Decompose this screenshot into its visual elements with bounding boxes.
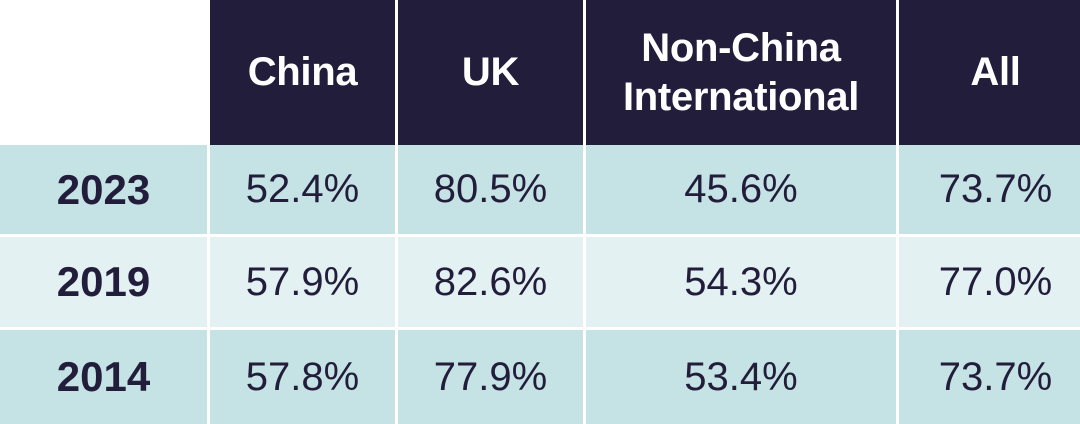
cell-2023-china: 52.4%	[210, 145, 395, 237]
column-header-non-china-international: Non-China International	[586, 0, 896, 145]
cell-2014-china: 57.8%	[210, 330, 395, 424]
column-header-label: UK	[461, 50, 520, 95]
row-label-2019: 2019	[0, 237, 207, 330]
cell-2014-uk: 77.9%	[398, 330, 583, 424]
column-header-uk: UK	[398, 0, 583, 145]
cell-2023-all: 73.7%	[899, 145, 1080, 237]
column-header-line-1: Non-China	[641, 25, 841, 70]
cell-2014-non-china-international: 53.4%	[586, 330, 896, 424]
cell-2019-non-china-international: 54.3%	[586, 237, 896, 330]
column-header-label: Non-China International	[623, 24, 859, 122]
column-header-label: China	[247, 50, 358, 95]
cell-2019-china: 57.9%	[210, 237, 395, 330]
row-label-2014: 2014	[0, 330, 207, 424]
column-header-china: China	[210, 0, 395, 145]
cell-2023-uk: 80.5%	[398, 145, 583, 237]
column-header-all: All	[899, 0, 1080, 145]
column-header-line-2: International	[622, 74, 860, 119]
column-header-label: All	[970, 50, 1021, 95]
cell-2019-all: 77.0%	[899, 237, 1080, 330]
table-corner	[0, 0, 207, 145]
cell-2023-non-china-international: 45.6%	[586, 145, 896, 237]
row-label-2023: 2023	[0, 145, 207, 237]
cell-2014-all: 73.7%	[899, 330, 1080, 424]
cell-2019-uk: 82.6%	[398, 237, 583, 330]
